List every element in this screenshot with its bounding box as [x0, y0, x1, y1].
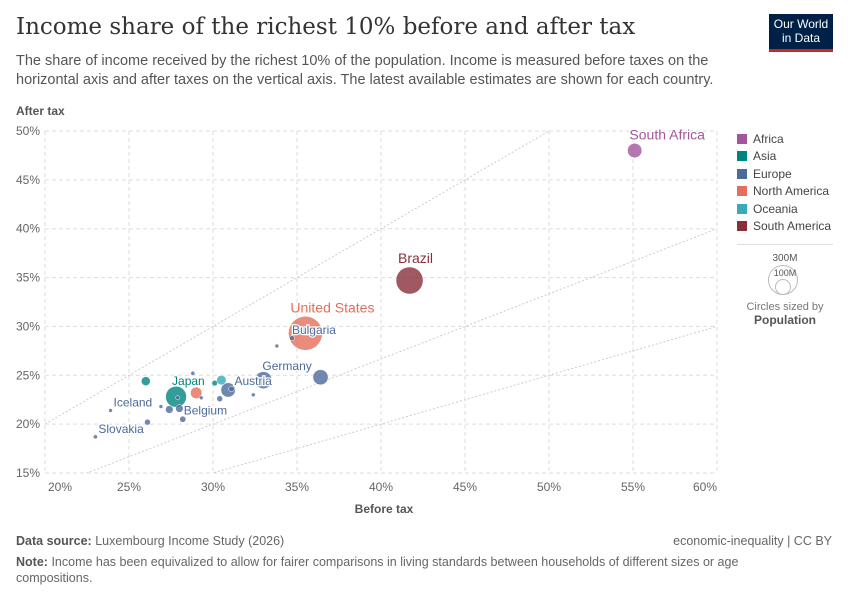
legend-label: South America	[753, 219, 832, 234]
data-point	[175, 404, 184, 413]
point-label: Austria	[234, 374, 272, 388]
size-label-big: 300M	[772, 253, 798, 264]
reference-line	[85, 228, 717, 473]
data-point	[165, 405, 174, 414]
legend-item[interactable]: South America	[737, 218, 831, 236]
point-label: Bulgaria	[292, 323, 336, 337]
logo-line1: Our World	[773, 17, 829, 31]
legend-swatch	[737, 168, 747, 179]
y-tick-label: 35%	[16, 271, 40, 285]
chart-subtitle: The share of income received by the rich…	[16, 53, 714, 88]
data-point	[144, 418, 151, 426]
x-tick-label: 60%	[693, 480, 717, 494]
y-axis-label: After tax	[16, 104, 65, 118]
data-point	[228, 385, 235, 393]
data-point	[216, 395, 223, 402]
data-point	[251, 392, 256, 398]
legend-swatch	[737, 186, 747, 197]
size-variable: Population	[754, 313, 816, 327]
legend-item[interactable]: Europe	[737, 165, 831, 183]
legend-label: North America	[753, 184, 830, 199]
y-tick-label: 45%	[16, 173, 40, 187]
y-tick-label: 25%	[16, 368, 40, 382]
data-point	[216, 375, 227, 386]
data-point	[141, 376, 151, 386]
x-tick-label: 35%	[285, 480, 309, 494]
owid-logo[interactable]: Our World in Data	[769, 14, 833, 52]
legend-label: Europe	[753, 166, 792, 181]
data-point	[312, 369, 329, 386]
data-point	[254, 371, 273, 389]
data-point	[289, 335, 295, 341]
y-tick-label: 30%	[16, 319, 40, 333]
size-label-small: 100M	[773, 268, 797, 278]
data-point	[108, 408, 113, 413]
data-point	[198, 395, 204, 401]
data-point	[93, 434, 98, 440]
legend-swatch	[737, 221, 747, 232]
legend-item[interactable]: Africa	[737, 130, 831, 148]
y-tick-label: 15%	[16, 466, 40, 480]
point-label: Brazil	[398, 250, 433, 266]
y-tick-label: 50%	[16, 124, 40, 138]
legend-swatch	[737, 133, 747, 144]
size-caption: Circles sized by	[746, 301, 824, 313]
source-text[interactable]: Luxembourg Income Study (2026)	[95, 534, 285, 548]
legend-item[interactable]: Oceania	[737, 200, 831, 218]
data-point	[175, 395, 181, 401]
reference-line	[211, 325, 717, 473]
legend-label: Africa	[753, 131, 784, 146]
data-source: Data source: Luxembourg Income Study (20…	[16, 534, 284, 548]
footer-license[interactable]: economic-inequality | CC BY	[673, 534, 832, 548]
note-label: Note:	[16, 555, 48, 569]
logo-line2: in Data	[781, 31, 821, 45]
size-circle-small	[775, 279, 791, 295]
note-text: Income has been equivalized to allow for…	[16, 555, 739, 585]
x-axis-label: Before tax	[355, 502, 414, 516]
y-tick-label: 40%	[16, 222, 40, 236]
x-tick-label: 25%	[117, 480, 141, 494]
data-point	[274, 343, 280, 349]
y-tick-label: 20%	[16, 417, 40, 431]
x-tick-label: 40%	[369, 480, 393, 494]
point-label: Japan	[172, 374, 205, 388]
data-point	[179, 415, 187, 423]
x-tick-label: 20%	[48, 480, 72, 494]
data-point	[190, 370, 196, 376]
data-point	[288, 316, 323, 351]
legend-label: Asia	[753, 149, 777, 164]
point-label: United States	[290, 299, 374, 315]
data-point	[627, 143, 643, 159]
legend-item[interactable]: Asia	[737, 148, 831, 166]
point-label: Belgium	[184, 403, 227, 417]
legend-item[interactable]: North America	[737, 183, 831, 201]
data-point	[395, 266, 424, 295]
note: Note: Income has been equivalized to all…	[16, 554, 816, 586]
point-label: South Africa	[629, 126, 705, 142]
reference-line	[45, 131, 550, 425]
x-tick-label: 55%	[621, 480, 645, 494]
legend-swatch	[737, 151, 747, 162]
legend-swatch	[737, 203, 747, 214]
point-label: Germany	[262, 359, 311, 373]
legend: Africa Asia Europe North America Oceania Sout…	[737, 130, 831, 235]
data-point	[190, 386, 203, 399]
legend-label: Oceania	[753, 201, 798, 216]
point-label: Iceland	[114, 395, 153, 409]
x-tick-label: 30%	[201, 480, 225, 494]
data-point	[211, 380, 218, 387]
point-label: Slovakia	[98, 422, 144, 436]
x-tick-label: 50%	[537, 480, 561, 494]
size-legend: 300M 100M Circles sized by Population	[737, 244, 833, 327]
data-point	[158, 404, 164, 409]
source-label: Data source:	[16, 534, 92, 548]
x-tick-label: 45%	[453, 480, 477, 494]
chart-title: Income share of the richest 10% before a…	[16, 14, 636, 40]
